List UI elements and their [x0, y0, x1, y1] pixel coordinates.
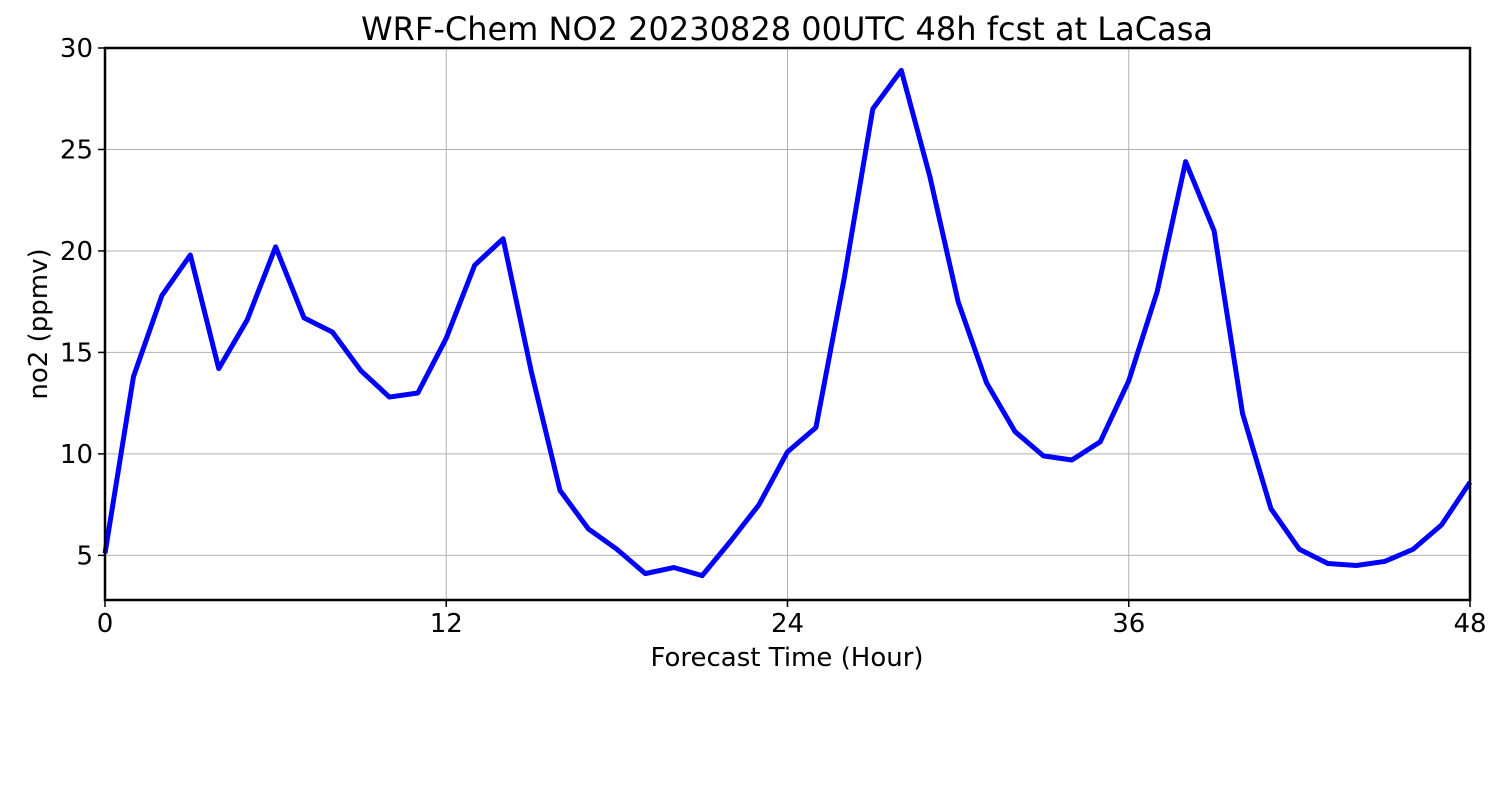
- grid-lines: [104, 47, 1471, 600]
- x-tick-label: 24: [771, 609, 804, 639]
- no2-series-line: [102, 67, 1473, 579]
- x-tick-label: 48: [1453, 609, 1486, 639]
- y-tick-label: 20: [60, 237, 93, 267]
- x-tick-label: 12: [430, 609, 463, 639]
- y-tick-label: 15: [60, 338, 93, 368]
- y-tick-label: 5: [76, 541, 93, 571]
- x-tick-label: 0: [97, 609, 114, 639]
- y-tick-label: 25: [60, 135, 93, 165]
- y-axis-label: no2 (ppmv): [24, 248, 54, 399]
- x-tick-label: 36: [1112, 609, 1145, 639]
- x-axis-label: Forecast Time (Hour): [650, 643, 923, 673]
- series-layer: [102, 67, 1473, 579]
- y-tick-label: 10: [60, 440, 93, 470]
- y-tick-label: 30: [60, 34, 93, 64]
- chart-title: WRF-Chem NO2 20230828 00UTC 48h fcst at …: [361, 10, 1213, 48]
- ticks: 0 12 24 36 48 5 10 15 20 25 30: [60, 34, 1487, 639]
